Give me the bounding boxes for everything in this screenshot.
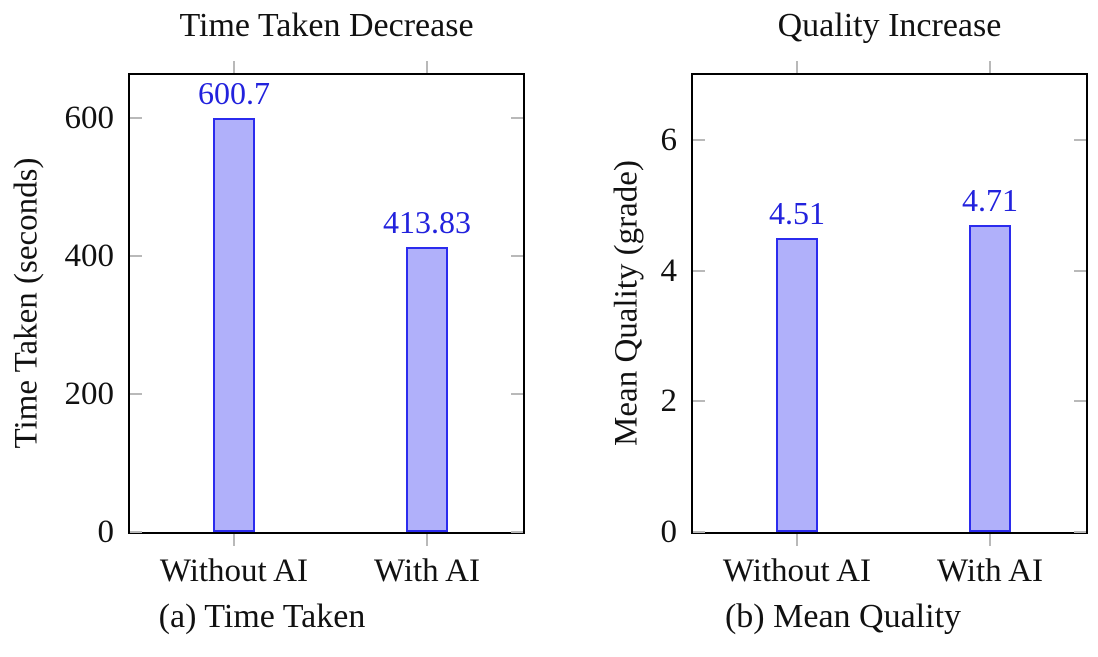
- x-axis-tick-bottom: [988, 534, 991, 546]
- y-tick-label: 0: [660, 514, 678, 550]
- y-axis-tick: [693, 400, 705, 403]
- subfigure-time-taken: Time Taken Decrease Time Taken (seconds)…: [9, 7, 525, 635]
- y-axis-tick: [130, 117, 142, 120]
- subfigure-caption: (b) Mean Quality: [724, 598, 962, 635]
- x-axis-tick-bottom: [795, 534, 798, 546]
- y-axis-tick: [693, 269, 705, 272]
- y-axis-tick-mirror: [511, 393, 523, 396]
- y-axis-tick-mirror: [511, 117, 523, 120]
- y-axis-tick-mirror: [1074, 531, 1086, 533]
- bar-value-label: 413.83: [382, 204, 471, 240]
- y-axis-tick: [693, 531, 705, 533]
- y-tick-label: 600: [64, 100, 115, 137]
- x-axis-tick-top: [795, 61, 798, 73]
- x-tick-label: Without AI: [159, 553, 308, 589]
- bar-with-ai: [405, 247, 448, 532]
- y-tick-label: 0: [97, 514, 115, 550]
- x-tick-label: With AI: [374, 553, 480, 589]
- x-axis-tick-top: [232, 61, 235, 73]
- bar-with-ai: [968, 225, 1011, 532]
- plot-area: 0 2 4 6 4.51 Without AI 4.71 With AI: [661, 61, 1088, 589]
- x-axis-tick-top: [988, 61, 991, 73]
- y-axis-tick: [130, 531, 142, 533]
- y-axis-tick-mirror: [511, 255, 523, 258]
- plot-area: 0 200 400 600 600.7 Without AI 413.83 With AI: [65, 61, 525, 589]
- y-axis-tick: [130, 393, 142, 396]
- y-tick-label: 6: [660, 122, 678, 159]
- y-tick-label: 2: [660, 383, 678, 420]
- chart-title: Time Taken Decrease: [179, 7, 474, 44]
- y-axis-tick-mirror: [1074, 139, 1086, 142]
- y-axis-tick-mirror: [1074, 269, 1086, 272]
- y-axis-tick-mirror: [1074, 400, 1086, 403]
- bar-value-label: 600.7: [197, 75, 270, 111]
- y-axis-tick: [130, 255, 142, 258]
- bar-value-label: 4.71: [961, 182, 1018, 218]
- x-axis-tick-bottom: [425, 534, 428, 546]
- bar-without-ai: [775, 238, 818, 532]
- bar-value-label: 4.51: [768, 195, 825, 231]
- y-tick-label: 4: [660, 252, 678, 289]
- bar-without-ai: [212, 118, 255, 532]
- x-axis-tick-bottom: [232, 534, 235, 546]
- y-axis-tick: [693, 139, 705, 142]
- chart-title: Quality Increase: [777, 7, 1002, 44]
- y-tick-label: 400: [64, 238, 115, 275]
- y-tick-label: 200: [64, 376, 115, 413]
- subfigure-caption: (a) Time Taken: [158, 598, 366, 635]
- x-tick-label: Without AI: [722, 553, 871, 589]
- y-axis-tick-mirror: [511, 531, 523, 533]
- x-axis-tick-top: [425, 61, 428, 73]
- x-tick-label: With AI: [937, 553, 1043, 589]
